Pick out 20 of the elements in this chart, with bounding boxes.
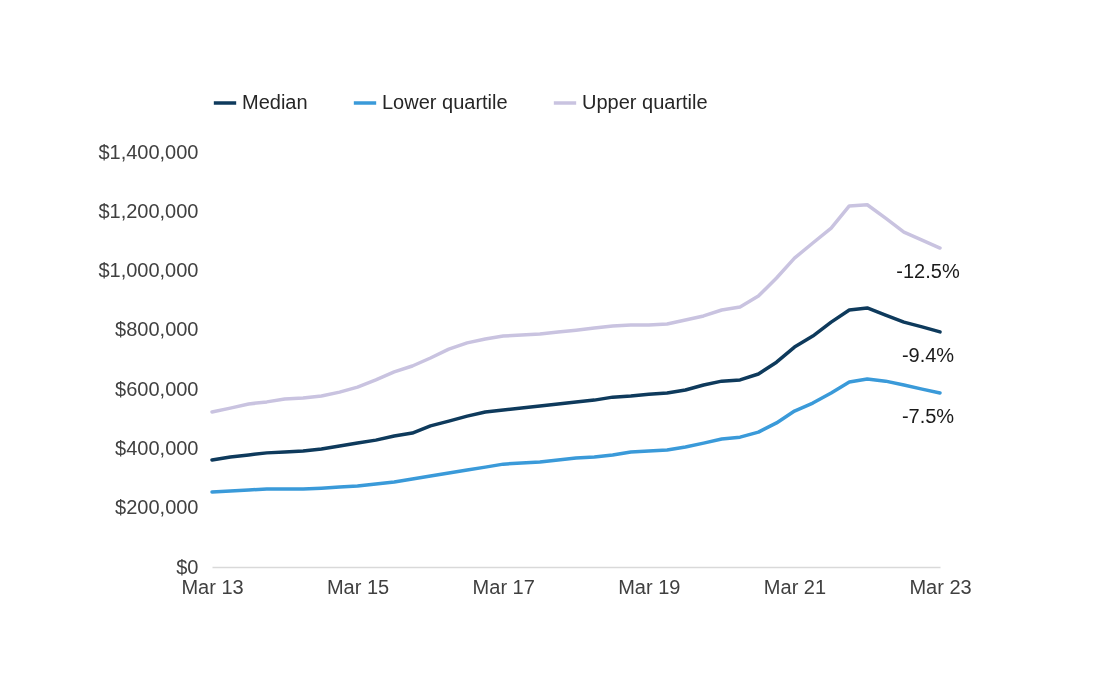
y-tick-label: $1,200,000 [98,199,199,222]
y-tick-label: $600,000 [115,377,199,400]
x-tick-label: Mar 13 [181,575,244,598]
legend-label: Median [242,91,308,113]
y-tick-label: $200,000 [115,496,199,519]
x-tick-label: Mar 21 [763,575,827,598]
x-tick-label: Mar 17 [472,575,535,598]
annotation: -9.4% [901,343,955,366]
y-tick-label: $1,000,000 [98,259,199,282]
x-tick-label: Mar 15 [326,575,390,598]
x-tick-label: Mar 19 [618,575,681,598]
annotation: -12.5% [896,260,960,283]
legend-label: Upper quartile [582,91,708,113]
y-tick-label: $0 [176,555,199,578]
annotation: -7.5% [901,405,955,427]
y-tick-label: $800,000 [115,318,199,341]
y-tick-label: $1,400,000 [98,140,199,163]
legend-label: Lower quartile [382,91,508,113]
x-tick-label: Mar 23 [909,575,972,598]
y-tick-label: $400,000 [115,436,199,459]
